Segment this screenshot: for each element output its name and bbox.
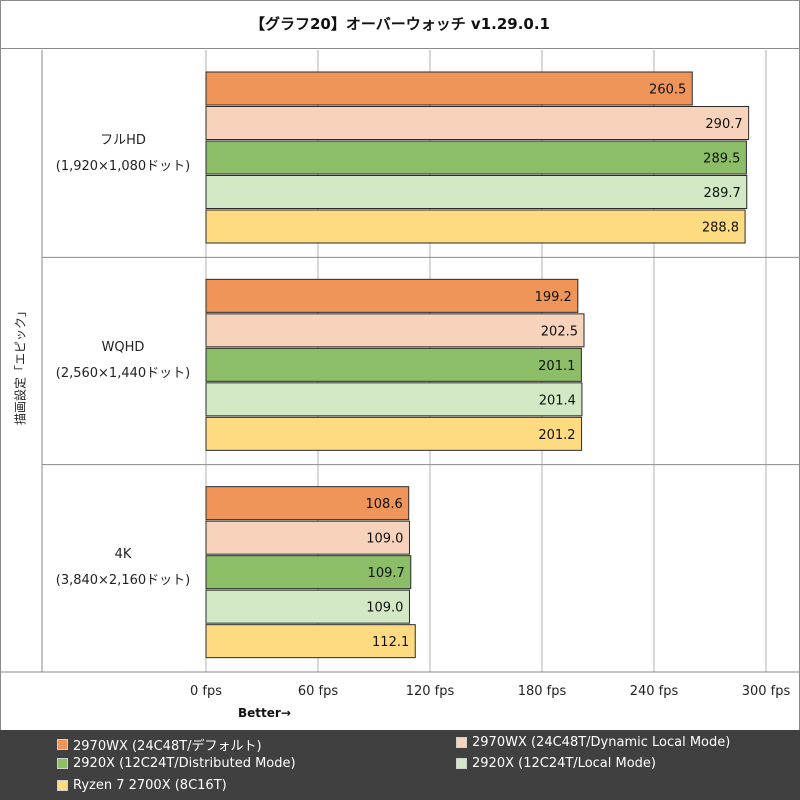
category-name: フルHD xyxy=(100,132,146,148)
legend-label: 2920X (12C24T/Local Mode) xyxy=(472,756,656,771)
bar xyxy=(205,486,410,521)
legend-swatch xyxy=(456,758,467,769)
bar xyxy=(205,624,416,659)
bar xyxy=(205,555,412,590)
legend-label: 2970WX (24C48T/Dynamic Local Mode) xyxy=(472,735,731,750)
x-axis-label: Better→ xyxy=(238,706,291,720)
title-divider xyxy=(0,48,800,49)
bar xyxy=(205,347,582,382)
bar-value-label: 260.5 xyxy=(649,83,686,98)
bar xyxy=(205,589,410,624)
bar-value-label: 108.6 xyxy=(366,497,403,512)
category-name: 4K xyxy=(114,547,132,563)
bar-value-label: 112.1 xyxy=(372,635,409,650)
bar-value-label: 201.2 xyxy=(538,428,575,443)
bar xyxy=(205,175,748,209)
legend-swatch xyxy=(57,739,68,750)
bar-value-label: 201.4 xyxy=(539,393,576,408)
category-name: WQHD xyxy=(101,340,145,355)
bar-value-label: 109.7 xyxy=(368,566,405,581)
category-detail: (1,920×1,080ドット) xyxy=(55,158,191,174)
bar-value-label: 109.0 xyxy=(366,601,403,616)
x-tick-label: 300 fps xyxy=(741,684,791,699)
legend-label: 2920X (12C24T/Distributed Mode) xyxy=(73,756,296,771)
bar xyxy=(205,382,583,417)
category-label: 4K (3,840×2,160ドット) xyxy=(42,542,204,594)
legend-item-2970wx-dynamic-local: 2970WX (24C48T/Dynamic Local Mode) xyxy=(456,735,730,750)
bar xyxy=(205,313,585,348)
bar-value-label: 289.5 xyxy=(703,152,740,167)
x-tick-label: 120 fps xyxy=(405,684,455,699)
bar-value-label: 201.1 xyxy=(538,359,575,374)
bar-value-label: 288.8 xyxy=(702,221,739,236)
category-detail: (2,560×1,440ドット) xyxy=(55,366,191,381)
bar xyxy=(205,416,583,451)
bar-value-label: 199.2 xyxy=(535,290,572,305)
bar xyxy=(205,520,410,555)
plot-area: 260.5 290.7 289.5 289.7 288.8 199.2 202.5 201.1… xyxy=(0,50,800,673)
legend-swatch xyxy=(456,737,467,748)
bar xyxy=(205,106,750,140)
legend-swatch xyxy=(57,780,68,791)
bar xyxy=(205,140,747,175)
legend-item-ryzen7-2700x: Ryzen 7 2700X (8C16T) xyxy=(57,778,227,793)
bar-value-label: 289.7 xyxy=(704,186,741,201)
legend-label: Ryzen 7 2700X (8C16T) xyxy=(73,778,227,793)
legend-item-2920x-local: 2920X (12C24T/Local Mode) xyxy=(456,756,656,771)
legend-swatch xyxy=(57,758,68,769)
x-tick-label: 0 fps xyxy=(189,684,222,699)
legend: 2970WX (24C48T/デフォルト) 2970WX (24C48T/Dyn… xyxy=(0,730,800,800)
legend-item-2970wx-default: 2970WX (24C48T/デフォルト) xyxy=(57,735,262,754)
x-tick-label: 240 fps xyxy=(629,684,679,699)
bar-value-label: 109.0 xyxy=(366,532,403,547)
category-label: WQHD (2,560×1,440ドット) xyxy=(42,335,204,387)
category-detail: (3,840×2,160ドット) xyxy=(55,573,191,589)
x-tick-label: 60 fps xyxy=(297,684,339,699)
legend-label: 2970WX (24C48T/デフォルト) xyxy=(73,739,262,754)
bar-value-label: 290.7 xyxy=(705,117,742,132)
bar-value-label: 202.5 xyxy=(541,324,578,339)
bar xyxy=(205,278,579,313)
x-tick-label: 180 fps xyxy=(517,684,567,699)
legend-item-2920x-distributed: 2920X (12C24T/Distributed Mode) xyxy=(57,756,296,771)
bar xyxy=(205,209,746,244)
category-label: フルHD (1,920×1,080ドット) xyxy=(42,128,204,180)
bar xyxy=(205,71,693,106)
chart-title: 【グラフ20】オーバーウォッチ v1.29.0.1 xyxy=(249,15,550,33)
